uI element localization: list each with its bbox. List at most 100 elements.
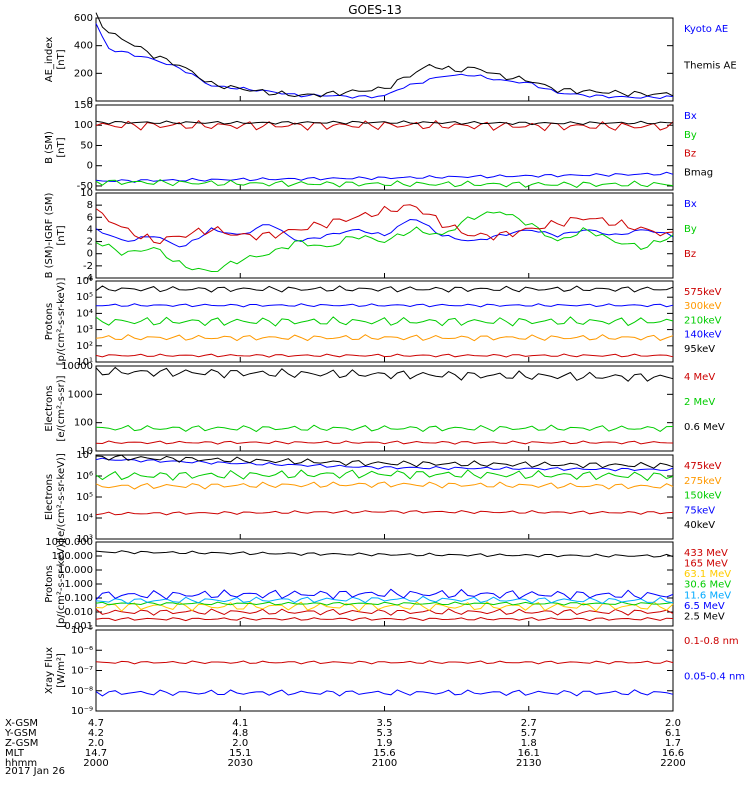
legend-entry: 475keV [684, 461, 722, 472]
y-axis-label: Electrons [44, 474, 55, 520]
y-tick-label: 10⁻⁷ [71, 666, 93, 677]
y-tick-label: 10⁵ [76, 492, 93, 503]
legend-entry: 433 MeV [684, 548, 728, 559]
legend-entry: Bx [684, 111, 697, 122]
series-line [95, 12, 674, 98]
y-tick-label: -50 [77, 181, 93, 192]
panel-frame [95, 365, 674, 452]
y-tick-label: -2 [83, 261, 93, 272]
legend-entry: 210keV [684, 315, 722, 326]
series-line [95, 218, 674, 248]
legend-entry: 30.6 MeV [684, 580, 731, 591]
y-axis-label: [p/(cm²-s-sr-keV)] [56, 278, 67, 366]
y-tick-label: 10⁵ [76, 292, 93, 303]
x-axis-value: 4.8 [232, 728, 248, 739]
y-tick-label: 10⁶ [76, 471, 93, 482]
x-axis-value: 4.1 [232, 718, 248, 729]
y-axis-label: Protons [44, 303, 55, 340]
y-tick-label: 10⁻⁵ [71, 625, 93, 636]
legend-entry: Themis AE [683, 61, 737, 72]
series-line [95, 366, 674, 382]
series-line [95, 601, 674, 606]
y-axis-label: Xray Flux [44, 647, 55, 694]
series-line [95, 23, 674, 100]
y-axis-label: B (SM)-IGRF (SM) [44, 193, 55, 279]
y-axis-label: [nT] [56, 137, 67, 157]
legend-entry: 0.05-0.4 nm [684, 672, 745, 683]
x-axis-value: 1.8 [521, 738, 537, 749]
x-axis-value: 4.2 [88, 728, 104, 739]
y-tick-label: 10⁴ [76, 513, 93, 524]
legend-entry: 63.1 MeV [684, 569, 731, 580]
y-axis-label: [e/(cm²-s-sr-keV)] [56, 453, 67, 541]
series-line [95, 510, 674, 516]
legend-entry: 40keV [684, 520, 715, 531]
y-tick-label: 10⁻⁸ [71, 686, 93, 697]
y-tick-label: 0 [87, 96, 93, 107]
legend-entry: 150keV [684, 491, 722, 502]
series-line [95, 171, 674, 183]
series-line [95, 424, 674, 433]
x-axis-value: 6.1 [665, 728, 681, 739]
x-axis-value: 1.9 [377, 738, 393, 749]
series-line [95, 303, 674, 308]
y-tick-label: 0.001 [64, 621, 93, 632]
x-axis-value: 2.0 [665, 718, 681, 729]
legend-entry: 11.6 MeV [684, 590, 731, 601]
legend-entry: 275keV [684, 476, 722, 487]
x-axis-value: 16.6 [662, 748, 684, 759]
x-axis-value: 2.0 [232, 738, 248, 749]
x-axis-value: 16.1 [518, 748, 540, 759]
x-axis-row-label: X-GSM [5, 718, 38, 729]
legend-entry: 75keV [684, 505, 715, 516]
legend-entry: 4 MeV [684, 372, 715, 383]
x-axis-value: 5.3 [377, 728, 393, 739]
y-tick-label: 10³ [76, 325, 93, 336]
legend-entry: Bz [684, 249, 696, 260]
y-axis-label: B (SM) [44, 131, 55, 164]
legend-entry: Bx [684, 199, 697, 210]
series-line [95, 469, 674, 482]
y-tick-label: 400 [74, 41, 93, 52]
series-line [95, 588, 674, 601]
y-tick-label: 0.100 [64, 593, 93, 604]
y-tick-label: 600 [74, 13, 93, 24]
series-line [95, 285, 674, 293]
y-tick-label: 10 [80, 188, 93, 199]
series-line [95, 316, 674, 327]
x-axis-value: 2000 [83, 758, 108, 769]
legend-entry: Kyoto AE [684, 24, 728, 35]
legend-entry: 575keV [684, 287, 722, 298]
legend-entry: 2.5 MeV [684, 611, 725, 622]
chart-title: GOES-13 [348, 3, 402, 17]
series-line [95, 550, 674, 558]
panel-frame [95, 454, 674, 540]
y-tick-label: 100.000 [52, 551, 93, 562]
legend-entry: 6.5 MeV [684, 601, 725, 612]
legend-entry: 0.6 MeV [684, 422, 725, 433]
x-axis-value: 2030 [228, 758, 253, 769]
y-axis-label: [p/(cm²-s-sr-keV)] [56, 540, 67, 628]
legend-entry: 95keV [684, 344, 715, 355]
y-tick-label: 2 [87, 237, 93, 248]
y-tick-label: -4 [83, 273, 93, 284]
legend-entry: 165 MeV [684, 559, 728, 570]
series-line [95, 204, 674, 245]
y-tick-label: 0 [87, 161, 93, 172]
x-axis-row-label: Z-GSM [5, 738, 38, 749]
date-label: 2017 Jan 26 [5, 766, 65, 777]
y-tick-label: 4 [87, 224, 93, 235]
x-axis-value: 2200 [660, 758, 685, 769]
series-line [95, 689, 674, 697]
y-axis-label: Electrons [44, 385, 55, 431]
y-tick-label: 10000 [61, 361, 93, 372]
series-line [95, 454, 674, 469]
series-line [95, 440, 674, 445]
y-tick-label: 10⁻⁹ [71, 706, 93, 717]
y-axis-label: AE_index [44, 37, 55, 83]
x-axis-value: 2.7 [521, 718, 537, 729]
y-tick-label: 0 [87, 249, 93, 260]
series-line [95, 353, 674, 358]
y-tick-label: 200 [74, 68, 93, 79]
series-line [95, 179, 674, 188]
